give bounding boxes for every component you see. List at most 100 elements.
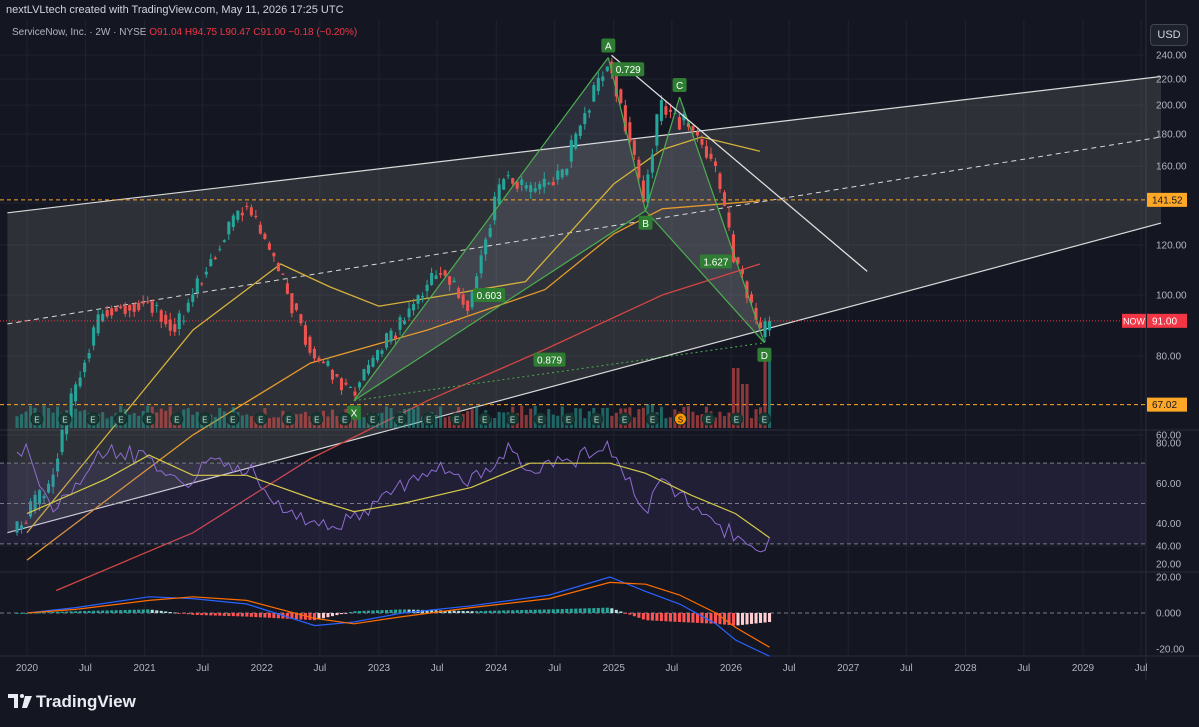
candle-body	[574, 133, 578, 149]
earnings-marker-label: E	[426, 416, 431, 425]
macd-histogram-bar	[65, 611, 69, 613]
candle-body	[515, 181, 519, 189]
macd-histogram-bar	[308, 613, 312, 620]
candle-body	[141, 302, 145, 304]
volume-bar	[614, 412, 618, 428]
candle-body	[704, 146, 708, 158]
macd-histogram-bar	[758, 613, 763, 623]
candle-body	[74, 384, 78, 402]
earnings-marker-label: E	[62, 416, 67, 425]
earnings-marker-icon	[338, 412, 352, 426]
x-tick-label: Jul	[1018, 663, 1031, 674]
candle-body	[344, 382, 348, 385]
macd-histogram-bar	[560, 609, 564, 613]
macd-histogram-bar	[389, 609, 393, 613]
earnings-marker-label: E	[734, 416, 739, 425]
currency-button[interactable]: USD	[1150, 24, 1188, 46]
volume-bar	[191, 414, 195, 428]
macd-histogram-bar	[159, 610, 163, 613]
volume-bar	[763, 352, 767, 428]
volume-bar	[700, 414, 704, 428]
candle-body	[394, 335, 398, 339]
earnings-marker-label: E	[454, 416, 459, 425]
volume-bar	[736, 368, 740, 428]
candle-body	[321, 361, 325, 364]
candle-body	[727, 212, 731, 228]
volume-bar	[47, 407, 51, 428]
candle-body	[416, 295, 420, 304]
candle-body	[479, 255, 483, 274]
macd-histogram-bar	[222, 613, 226, 616]
volume-bar	[587, 411, 591, 428]
macd-histogram-bar	[276, 613, 280, 619]
earnings-marker-icon	[58, 412, 72, 426]
earnings-marker-label: E	[342, 416, 347, 425]
earnings-marker-label: E	[510, 416, 515, 425]
volume-bar	[380, 412, 384, 428]
candle-body	[691, 125, 695, 131]
macd-histogram-bar	[713, 613, 718, 624]
tradingview-logo-icon	[8, 694, 32, 708]
candle-body	[254, 215, 258, 217]
macd-histogram-bar	[119, 610, 123, 613]
macd-histogram-bar	[42, 612, 46, 614]
volume-bar	[78, 411, 82, 428]
volume-bar	[69, 414, 73, 428]
macd-histogram-bar	[182, 613, 186, 614]
candle-body	[614, 74, 618, 97]
candle-body	[457, 288, 461, 299]
volume-bar	[326, 416, 330, 428]
price-pane[interactable]: X A B C D 0.729 0.603 1.627 0.879 E E E E E E E E E E E E E E E…	[0, 38, 1162, 592]
macd-histogram-bar	[177, 613, 181, 614]
candle-body	[330, 369, 334, 380]
macd-histogram-bar	[718, 613, 722, 625]
harmonic-pattern-leg	[644, 96, 681, 211]
candle-body	[231, 215, 235, 227]
macd-histogram-bar	[92, 610, 96, 613]
macd-histogram-bar	[69, 611, 73, 613]
x-tick-label: 2027	[837, 663, 860, 674]
macd-histogram-bar	[727, 613, 731, 626]
macd-histogram-bar	[128, 609, 132, 613]
pattern-point-tag	[638, 215, 653, 230]
macd-histogram-bar	[691, 613, 695, 623]
earnings-marker-label: E	[566, 416, 571, 425]
macd-histogram-bar	[619, 611, 623, 613]
candle-body	[191, 294, 195, 302]
candle-body	[168, 319, 172, 331]
tradingview-logo-text: TradingView	[36, 692, 136, 711]
macd-histogram-bar	[96, 610, 100, 613]
oscillator-panes[interactable]	[0, 439, 1146, 657]
macd-histogram-bar	[479, 610, 483, 613]
volume-bar	[745, 384, 749, 428]
macd-histogram-bar	[407, 609, 411, 613]
macd-tick-label: 20.00	[1156, 573, 1181, 584]
volume-bar	[461, 414, 465, 428]
volume-bar	[15, 416, 19, 428]
candle-body	[538, 183, 542, 190]
earnings-marker-label: E	[90, 416, 95, 425]
macd-histogram-bar	[204, 613, 208, 616]
candle-body	[105, 310, 109, 317]
macd-histogram-bar	[569, 608, 573, 613]
volume-bar	[727, 412, 731, 428]
candle-body	[60, 429, 64, 453]
x-tick-label: Jul	[79, 663, 92, 674]
candle-body	[551, 181, 555, 186]
earnings-marker-label: S	[678, 416, 683, 425]
macd-histogram-bar	[330, 613, 334, 617]
macd-histogram-bar	[448, 610, 452, 613]
rsi-tick-label: 40.00	[1156, 519, 1181, 530]
x-tick-label: 2028	[954, 663, 977, 674]
volume-bar	[529, 408, 533, 428]
macd-histogram-bar	[497, 610, 501, 613]
candle-body	[348, 386, 353, 388]
volume-bar	[164, 410, 168, 428]
macd-histogram-bar	[754, 613, 758, 624]
candle-body	[578, 125, 582, 136]
earnings-marker-label: E	[286, 416, 291, 425]
last-price-tag	[1147, 313, 1187, 328]
volume-bar	[488, 417, 492, 428]
candle-body	[245, 205, 249, 207]
